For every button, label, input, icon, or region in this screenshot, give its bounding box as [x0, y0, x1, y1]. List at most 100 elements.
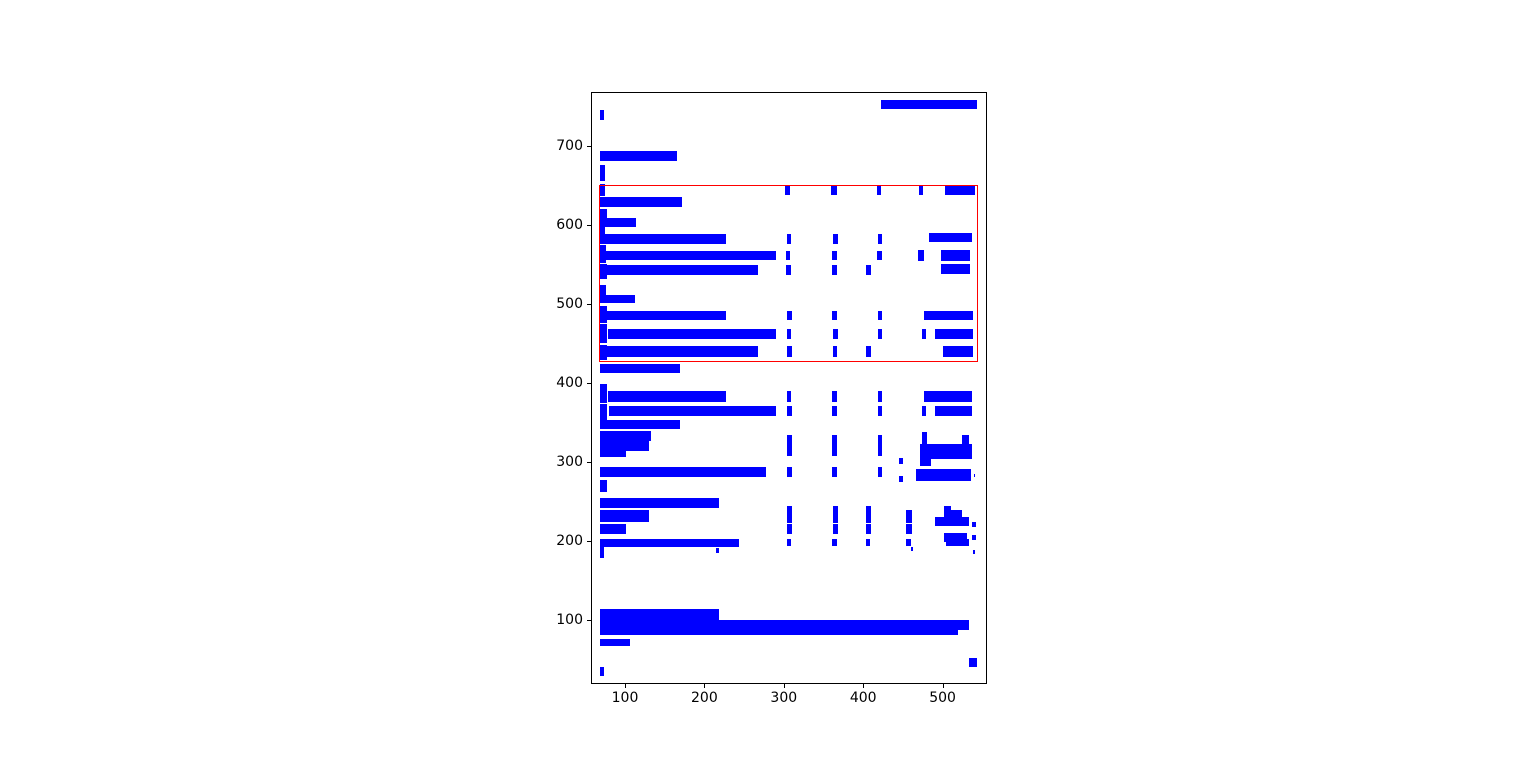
bounding-box-patch: [944, 505, 952, 517]
bounding-box-patch: [605, 310, 726, 321]
x-tick-label: 200: [691, 690, 718, 706]
bounding-box-patch: [941, 264, 971, 274]
bounding-box-patch: [600, 467, 767, 478]
bounding-box-patch: [921, 329, 926, 340]
bounding-box-patch: [600, 264, 607, 280]
bounding-box-patch: [935, 406, 972, 416]
bounding-box-patch: [865, 524, 872, 534]
bounding-box-patch: [786, 250, 791, 261]
bounding-box-patch: [971, 535, 976, 540]
bounding-box-patch: [832, 310, 837, 321]
x-tick-mark: [942, 684, 944, 688]
bounding-box-patch: [600, 638, 630, 647]
bounding-box-patch: [924, 310, 973, 321]
bounding-box-patch: [786, 234, 791, 244]
bounding-box-patch: [600, 629, 958, 636]
bounding-box-patch: [600, 404, 608, 421]
bounding-box-patch: [786, 434, 792, 445]
bounding-box-patch: [786, 265, 791, 276]
bounding-box-patch: [786, 443, 792, 457]
bounding-box-patch: [833, 505, 838, 524]
bounding-box-patch: [918, 250, 925, 262]
y-tick-mark: [587, 540, 591, 542]
bounding-box-patch: [877, 434, 883, 445]
bounding-box-patch: [786, 329, 791, 340]
bounding-box-patch: [929, 232, 972, 243]
bounding-box-patch: [600, 363, 681, 374]
bounding-box-patch: [971, 522, 976, 528]
bounding-box-patch: [786, 346, 792, 357]
bounding-box-patch: [600, 541, 605, 558]
bounding-box-patch: [968, 658, 978, 667]
x-tick-mark: [625, 684, 626, 688]
bounding-box-patch: [877, 443, 883, 457]
y-tick-mark: [587, 303, 591, 305]
y-tick-mark: [587, 224, 591, 226]
bounding-box-patch: [832, 467, 837, 478]
bounding-box-patch: [785, 184, 791, 195]
bounding-box-patch: [944, 185, 976, 195]
bounding-box-patch: [962, 434, 969, 445]
bounding-box-patch: [786, 391, 791, 402]
bounding-box-patch: [919, 459, 931, 466]
bounding-box-patch: [600, 197, 683, 208]
bounding-box-patch: [918, 185, 924, 195]
bounding-box-patch: [600, 419, 681, 430]
bounding-box-patch: [951, 509, 963, 517]
bounding-box-patch: [876, 184, 882, 195]
bounding-box-patch: [877, 391, 883, 402]
bounding-box-patch: [604, 250, 776, 261]
bounding-box-patch: [832, 391, 837, 402]
bounding-box-patch: [876, 250, 883, 261]
bounding-box-patch: [866, 346, 872, 357]
bounding-box-patch: [921, 431, 928, 446]
bounding-box-patch: [600, 509, 650, 522]
bounding-box-patch: [600, 324, 608, 344]
y-tick-label: 200: [556, 532, 583, 549]
plot-area: [591, 92, 987, 684]
bounding-box-patch: [786, 406, 792, 416]
bounding-box-patch: [833, 234, 838, 244]
bounding-box-patch: [833, 346, 837, 357]
bounding-box-patch: [600, 284, 606, 303]
x-tick-mark: [863, 684, 865, 688]
y-tick-label: 600: [556, 216, 583, 233]
y-tick-label: 300: [556, 453, 583, 470]
bounding-box-patch: [600, 430, 652, 442]
bounding-box-patch: [877, 310, 883, 321]
bounding-box-patch: [935, 516, 970, 527]
x-tick-mark: [704, 684, 706, 688]
bounding-box-patch: [600, 110, 605, 120]
x-tick-mark: [783, 684, 785, 688]
bounding-box-patch: [600, 183, 606, 197]
x-tick-label: 300: [770, 690, 798, 706]
bounding-box-patch: [600, 164, 606, 181]
y-tick-label: 400: [556, 374, 583, 391]
bounding-box-patch: [609, 406, 776, 416]
y-tick-mark: [587, 145, 591, 147]
y-tick-label: 500: [556, 295, 583, 312]
bounding-box-patch: [831, 184, 837, 195]
bounding-box-patch: [906, 539, 911, 547]
bounding-box-patch: [600, 150, 678, 161]
bounding-box-patch: [602, 295, 636, 303]
bounding-box-patch: [600, 479, 607, 492]
bounding-box-patch: [865, 505, 872, 524]
bounding-box-patch: [600, 441, 650, 451]
bounding-box-patch: [880, 100, 978, 109]
bounding-box-patch: [915, 468, 972, 481]
bounding-box-patch: [600, 344, 607, 360]
bounding-box-patch: [833, 329, 838, 340]
bounding-box-patch: [832, 265, 837, 276]
bounding-box-patch: [832, 539, 837, 547]
bounding-box-patch: [600, 609, 720, 621]
bounding-box-patch: [945, 539, 969, 547]
bounding-box-patch: [600, 666, 605, 677]
bounding-box-patch: [898, 457, 903, 464]
bounding-box-patch: [921, 406, 926, 416]
bounding-box-patch: [877, 406, 883, 416]
bounding-box-patch: [941, 250, 971, 262]
bounding-box-patch: [877, 467, 883, 478]
bounding-box-patch: [877, 234, 883, 244]
bounding-box-patch: [832, 406, 837, 416]
